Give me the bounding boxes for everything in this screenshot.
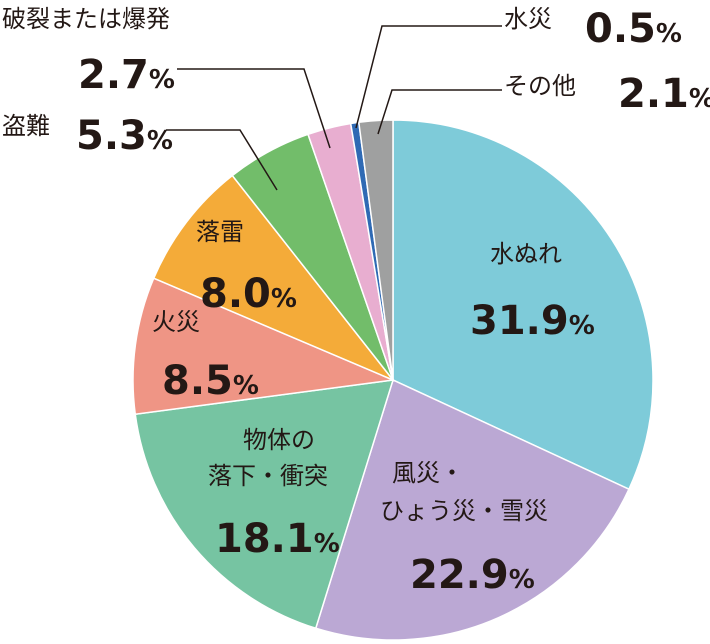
slice-name-label-1-line-0: 風災・ bbox=[392, 459, 464, 487]
slice-name-label-1-line-1: ひょう災・雪災 bbox=[380, 497, 548, 525]
slice-name-label-4: 落雷 bbox=[196, 218, 244, 246]
slice-value-label-3: 8.5% bbox=[162, 358, 259, 404]
slice-name-label-3: 火災 bbox=[152, 308, 200, 336]
leader-lines bbox=[166, 25, 502, 191]
slice-value-label-5: 5.3% bbox=[76, 113, 173, 159]
slice-3 bbox=[132, 277, 396, 416]
slice-name-label-0: 水ぬれ bbox=[490, 240, 562, 268]
slice-value-label-6: 2.7% bbox=[78, 52, 175, 98]
slice-4 bbox=[152, 174, 394, 381]
slice-value-label-7: 0.5% bbox=[585, 6, 682, 52]
slice-name-label-2-line-0: 物体の bbox=[243, 426, 315, 454]
slice-2 bbox=[134, 379, 395, 630]
leader-line-6 bbox=[177, 68, 331, 149]
slice-name-label-5: 盗難 bbox=[2, 112, 50, 140]
pie-slices bbox=[132, 119, 654, 641]
slice-value-label-2: 18.1% bbox=[215, 516, 340, 562]
slice-name-label-8: その他 bbox=[504, 72, 576, 100]
leader-line-5 bbox=[166, 129, 278, 191]
slice-name-label-6: 破裂または爆発 bbox=[2, 5, 170, 33]
slice-name-label-7: 水災 bbox=[504, 5, 552, 33]
slice-name-label-2-line-1: 落下・衝突 bbox=[208, 462, 328, 490]
slice-labels: 水ぬれ31.9%風災・ひょう災・雪災22.9%物体の落下・衝突18.1%火災8.… bbox=[2, 5, 710, 598]
leader-line-7 bbox=[355, 25, 502, 129]
slice-8 bbox=[357, 119, 394, 381]
slice-0 bbox=[392, 119, 654, 491]
slice-value-label-8: 2.1% bbox=[618, 71, 710, 117]
slice-1 bbox=[314, 378, 630, 641]
leader-line-8 bbox=[377, 89, 502, 135]
